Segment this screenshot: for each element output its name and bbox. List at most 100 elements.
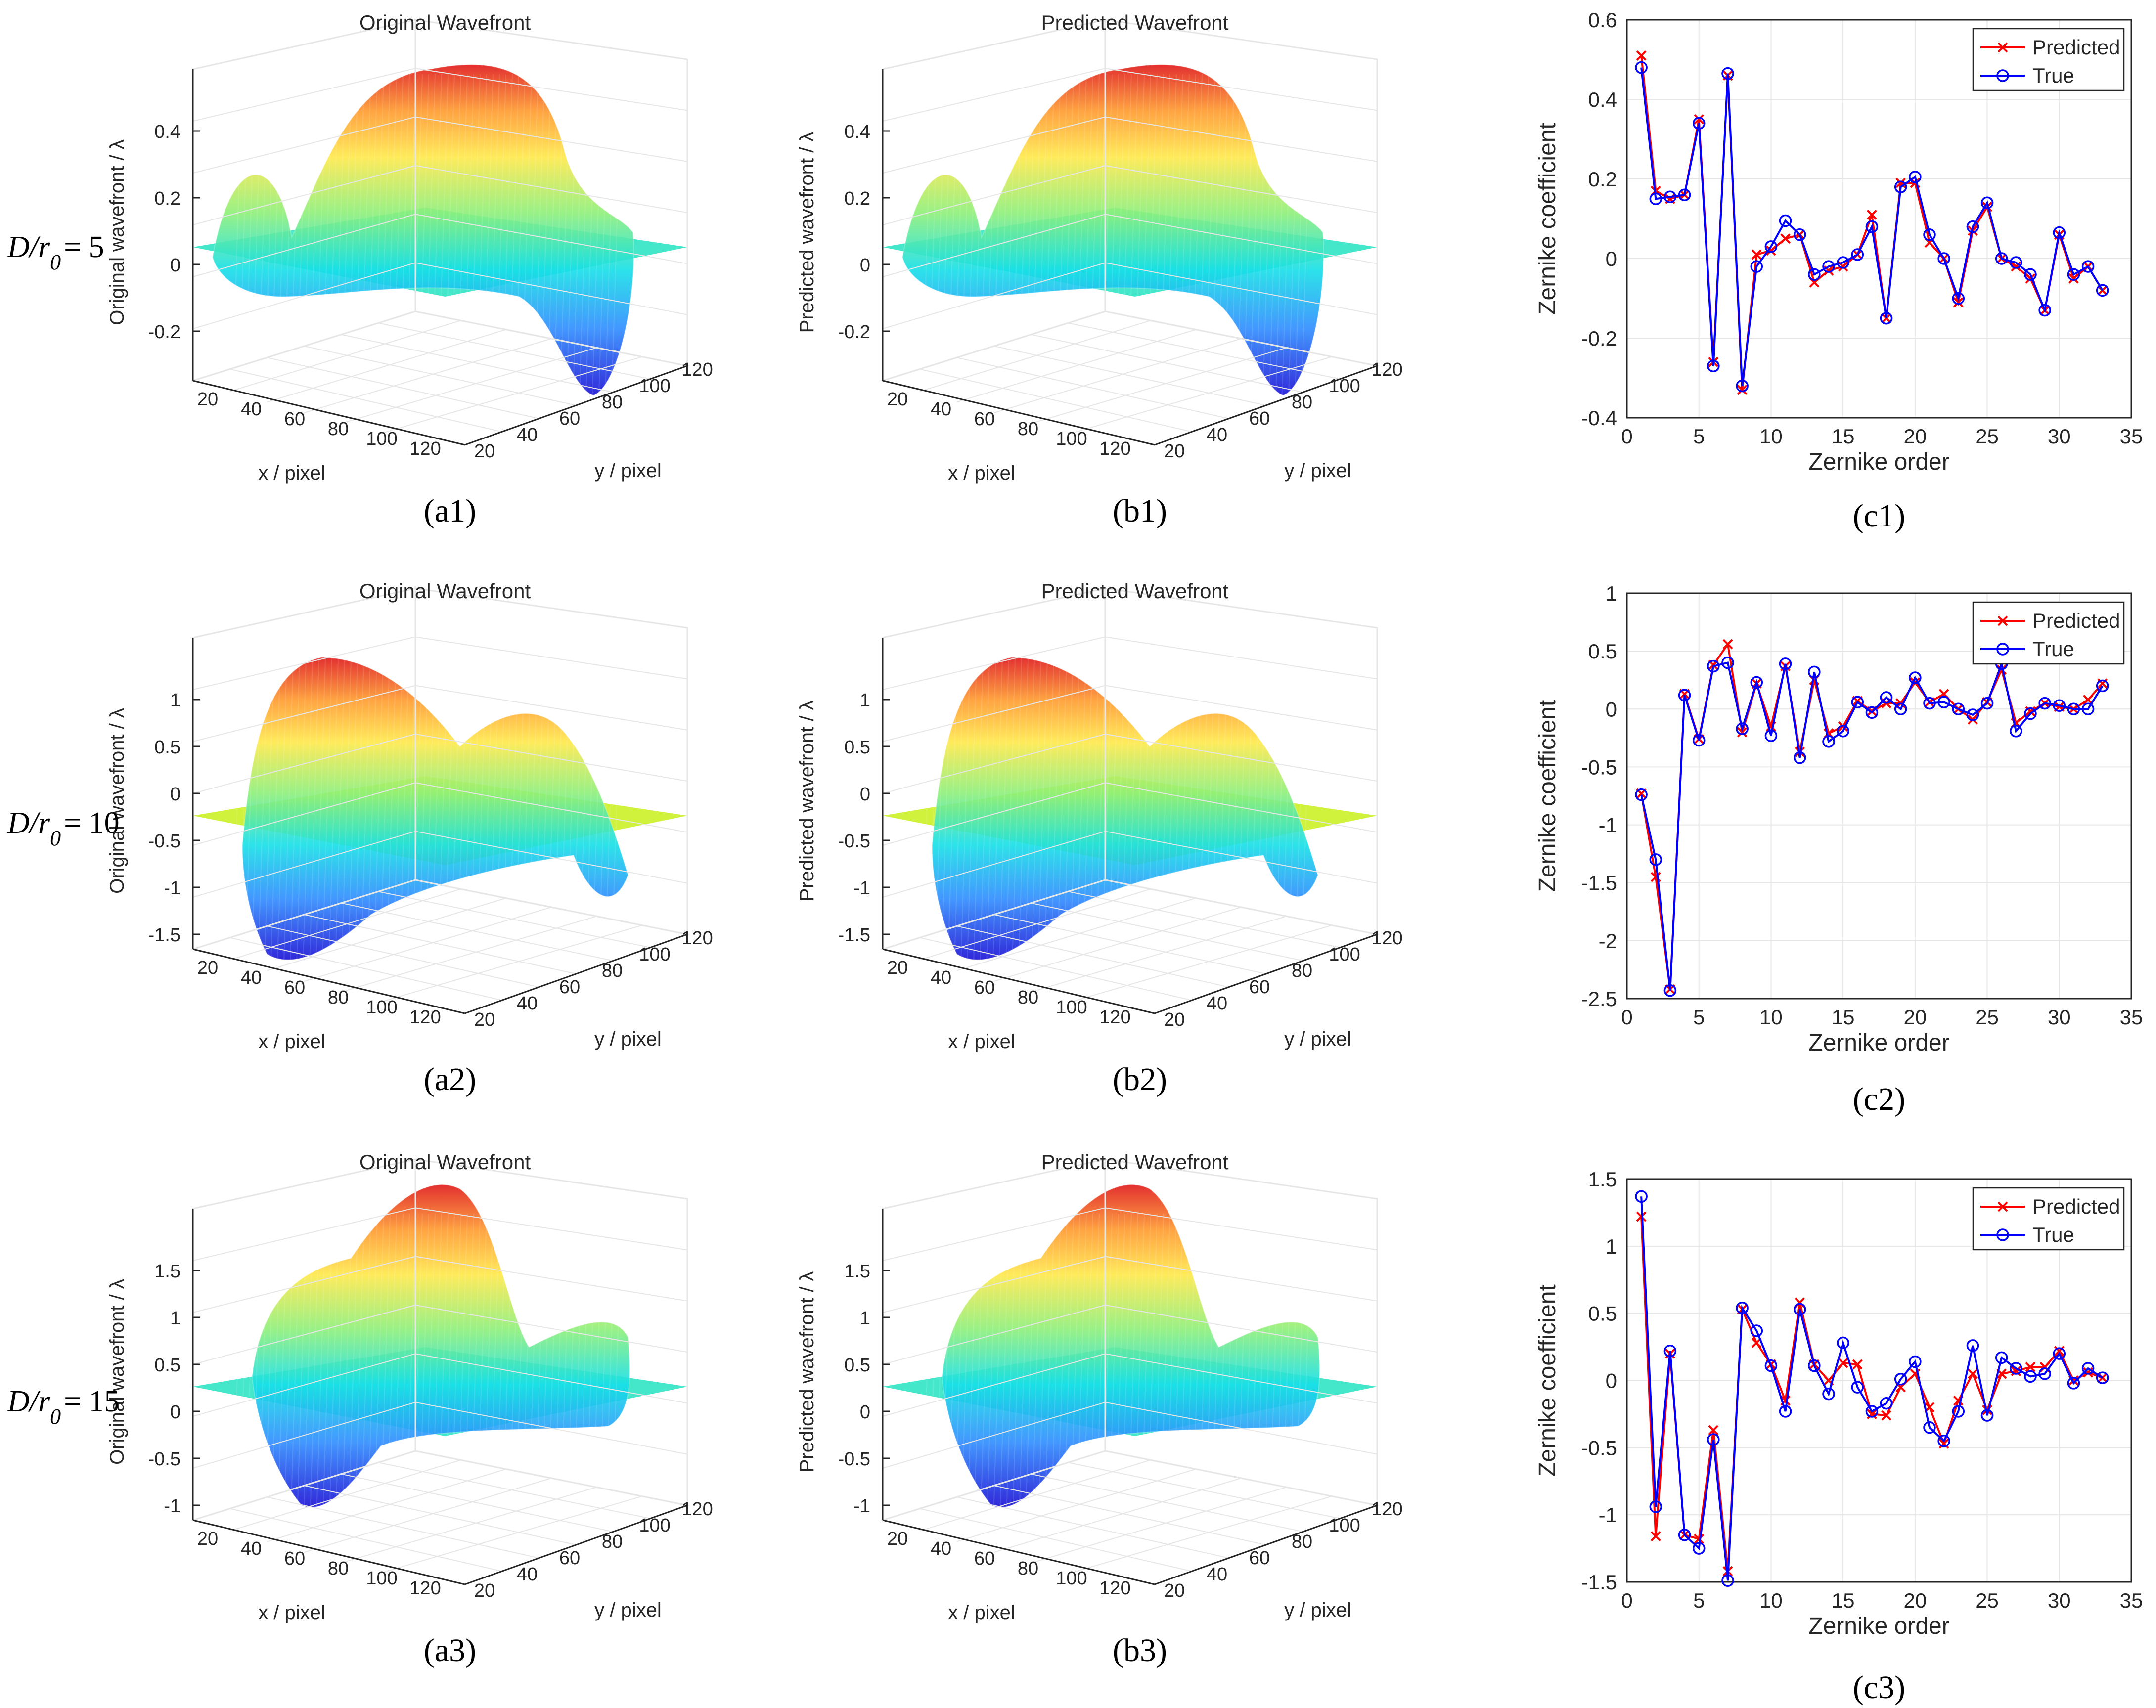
y-tick-label: -2 <box>1599 929 1617 953</box>
mesh-line <box>431 74 442 396</box>
mesh-line <box>1301 1213 1312 1535</box>
true-marker <box>2010 1362 2022 1375</box>
mesh-line <box>277 74 288 396</box>
mesh-line <box>380 642 391 964</box>
true-marker <box>1865 220 1879 233</box>
z-tick-label: -1.5 <box>148 925 180 946</box>
true-marker <box>1822 1387 1835 1401</box>
y-axis-label: Zernike coefficient <box>1534 700 1561 892</box>
mesh-line <box>941 74 952 396</box>
mesh-line <box>579 1213 590 1535</box>
x-tick-label: 60 <box>974 409 995 430</box>
y-tick-label: 60 <box>559 977 580 998</box>
mesh-line <box>290 1213 301 1535</box>
mesh-line <box>922 74 933 396</box>
mesh-line <box>1301 642 1312 964</box>
z-axis-label: Predicted wavefront / λ <box>796 701 818 902</box>
true-marker <box>1793 1303 1806 1316</box>
grid-line <box>882 636 1106 690</box>
mesh-line <box>393 642 404 964</box>
x-tick-label: 40 <box>931 1538 951 1559</box>
mesh-line <box>1044 1213 1055 1535</box>
mesh-line <box>1108 642 1119 964</box>
mesh-line <box>405 1213 416 1535</box>
mesh-line <box>232 1213 243 1535</box>
predicted-marker <box>2025 1361 2036 1372</box>
mesh-line <box>935 1213 945 1535</box>
mesh-line <box>1102 642 1113 964</box>
grid-line <box>192 165 416 225</box>
mesh-line <box>1269 642 1280 964</box>
true-marker <box>1851 248 1864 261</box>
mesh-line <box>380 74 391 396</box>
grid-line <box>415 165 688 213</box>
row-label-d: D/r <box>7 1385 50 1418</box>
grid-line <box>1068 356 1332 435</box>
mesh-line <box>1070 74 1080 396</box>
y-tick-label: 120 <box>681 928 713 949</box>
mesh-line <box>399 642 410 964</box>
mesh-line <box>354 642 365 964</box>
y-tick-label: 0 <box>1606 247 1617 270</box>
grid-line <box>1105 831 1378 884</box>
grid-line <box>956 897 1196 971</box>
mesh-line <box>1076 74 1087 396</box>
grid-line <box>267 897 506 971</box>
mesh-line <box>367 642 378 964</box>
true-marker <box>1822 260 1835 273</box>
mesh-line <box>476 74 487 396</box>
legend-predicted-label: Predicted <box>2032 609 2120 632</box>
surface-panel-b1: Predicted Wavefront 0.4 0.2 0 -0.2 Predicted … <box>796 11 1403 529</box>
mesh-line <box>1288 74 1299 396</box>
true-marker <box>2053 699 2066 712</box>
mesh-line <box>1275 642 1286 964</box>
mesh-line <box>476 1213 487 1535</box>
axes-box <box>1626 1178 2132 1583</box>
grid-line <box>919 368 1192 433</box>
y-axis-line <box>1154 1504 1378 1585</box>
mesh-line <box>1115 642 1125 964</box>
x-tick-label: 15 <box>1832 425 1855 448</box>
mesh-line <box>1243 74 1254 396</box>
mesh-line <box>508 1213 519 1535</box>
mesh-line <box>1179 642 1190 964</box>
mesh-line <box>928 642 939 964</box>
y-tick-label: 120 <box>1371 359 1402 380</box>
x-tick-label: 100 <box>1056 1568 1087 1589</box>
y-tick-label: -2.5 <box>1581 987 1617 1010</box>
z-tick-label: 1 <box>170 690 180 711</box>
mesh-line <box>922 1213 933 1535</box>
row-label-sub: 0 <box>50 250 61 274</box>
mesh-line <box>547 642 558 964</box>
x-tick-label: 80 <box>1018 987 1038 1008</box>
mesh-line <box>547 74 558 396</box>
y-axis-line <box>464 365 688 446</box>
mesh-line <box>1121 642 1132 964</box>
x-tick-label: 20 <box>197 958 218 978</box>
mesh-line <box>1275 74 1286 396</box>
x-tick-label: 100 <box>366 1568 397 1589</box>
mesh-line <box>1205 1213 1215 1535</box>
mesh-line <box>1057 74 1068 396</box>
true-marker <box>1692 734 1706 747</box>
grid-line <box>415 734 688 782</box>
true-marker <box>1865 706 1879 719</box>
y-tick-label: 20 <box>474 1580 495 1601</box>
true-marker <box>1851 696 1864 708</box>
mesh-line <box>528 642 539 964</box>
grid-line <box>919 937 1192 1001</box>
true-marker <box>1980 697 1994 710</box>
mesh-line <box>483 1213 494 1535</box>
true-marker <box>1736 722 1749 735</box>
wavefront-surface <box>241 657 629 961</box>
y-tick-label: 0.2 <box>1588 168 1617 191</box>
true-marker <box>1721 67 1734 80</box>
y-tick-label: -1.5 <box>1581 1571 1617 1594</box>
mesh-line <box>960 74 971 396</box>
grid-line <box>882 1305 1106 1365</box>
grid-line <box>993 1478 1242 1553</box>
true-marker <box>1952 1405 1965 1418</box>
legend-predicted-label: Predicted <box>2032 1195 2120 1218</box>
y-tick-label: 0 <box>1606 1369 1617 1393</box>
y-tick-label: -1 <box>1599 814 1617 837</box>
